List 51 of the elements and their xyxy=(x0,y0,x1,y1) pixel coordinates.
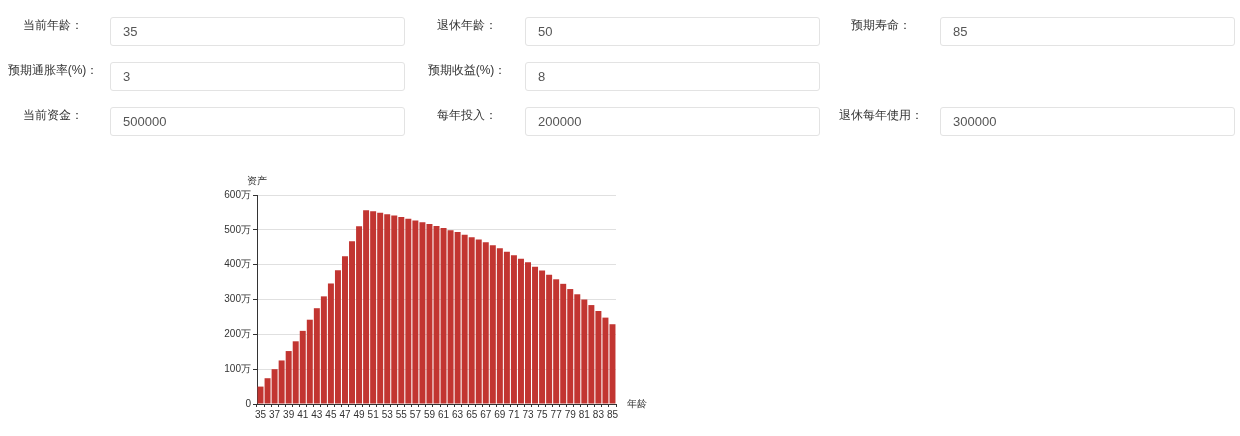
x-tick-label: 47 xyxy=(339,408,351,420)
text: 当前资金： xyxy=(23,107,83,123)
x-tick-label: 77 xyxy=(550,408,563,420)
text: 预期寿命： xyxy=(851,17,911,33)
x-tick-label: 37 xyxy=(269,408,281,420)
x-tick-label: 57 xyxy=(409,408,422,420)
x-tick-label: 51 xyxy=(367,408,380,420)
x-tick-label: 67 xyxy=(480,408,492,420)
text: 预期通胀率(%)： xyxy=(7,62,99,78)
text: 每年投入： xyxy=(437,107,497,123)
input-field: 300000 xyxy=(940,107,1235,136)
x-tick-label: 71 xyxy=(508,408,520,420)
x-tick-label: 83 xyxy=(592,408,605,420)
input-field: 3 xyxy=(110,62,405,91)
x-tick-label: 59 xyxy=(423,408,436,420)
y-tick-label: 300万 xyxy=(224,293,251,305)
x-tick-label: 43 xyxy=(311,408,323,420)
input-field: 85 xyxy=(940,17,1235,46)
x-tick-label: 35 xyxy=(254,408,267,420)
y-tick-label: 500万 xyxy=(224,223,251,235)
x-tick-label: 63 xyxy=(452,408,464,420)
x-tick-label: 79 xyxy=(564,408,577,420)
y-tick-label: 100万 xyxy=(224,362,251,374)
input-field: 8 xyxy=(525,62,820,91)
x-tick-label: 85 xyxy=(606,408,619,420)
text: 退休年龄： xyxy=(437,17,497,33)
input-field: 200000 xyxy=(525,107,820,136)
x-tick-label: 65 xyxy=(466,408,478,420)
x-tick-label: 53 xyxy=(381,408,394,420)
x-tick-label: 39 xyxy=(283,408,295,420)
x-tick-label: 73 xyxy=(522,408,535,420)
x-tick-label: 45 xyxy=(325,408,337,420)
y-tick-label: 600万 xyxy=(224,188,251,200)
text: 预期收益(%)： xyxy=(427,62,507,78)
x-tick-label: 41 xyxy=(297,408,309,420)
x-tick-label: 75 xyxy=(536,408,549,420)
x-axis-title: 年龄 xyxy=(627,397,647,409)
x-tick-label: 61 xyxy=(437,408,450,420)
y-tick-label: 400万 xyxy=(224,258,251,270)
y-axis-title: 资产 xyxy=(247,174,267,186)
x-tick-label: 49 xyxy=(353,408,366,420)
x-tick-label: 69 xyxy=(494,408,506,420)
text: 退休每年使用： xyxy=(839,107,923,123)
input-field: 50 xyxy=(525,17,820,46)
y-tick-label: 0 xyxy=(245,397,252,409)
text: 当前年龄： xyxy=(23,17,83,33)
y-tick-label: 200万 xyxy=(224,328,251,340)
input-field: 500000 xyxy=(110,107,405,136)
x-tick-label: 81 xyxy=(578,408,591,420)
input-field: 35 xyxy=(110,17,405,46)
x-tick-label: 55 xyxy=(395,408,408,420)
